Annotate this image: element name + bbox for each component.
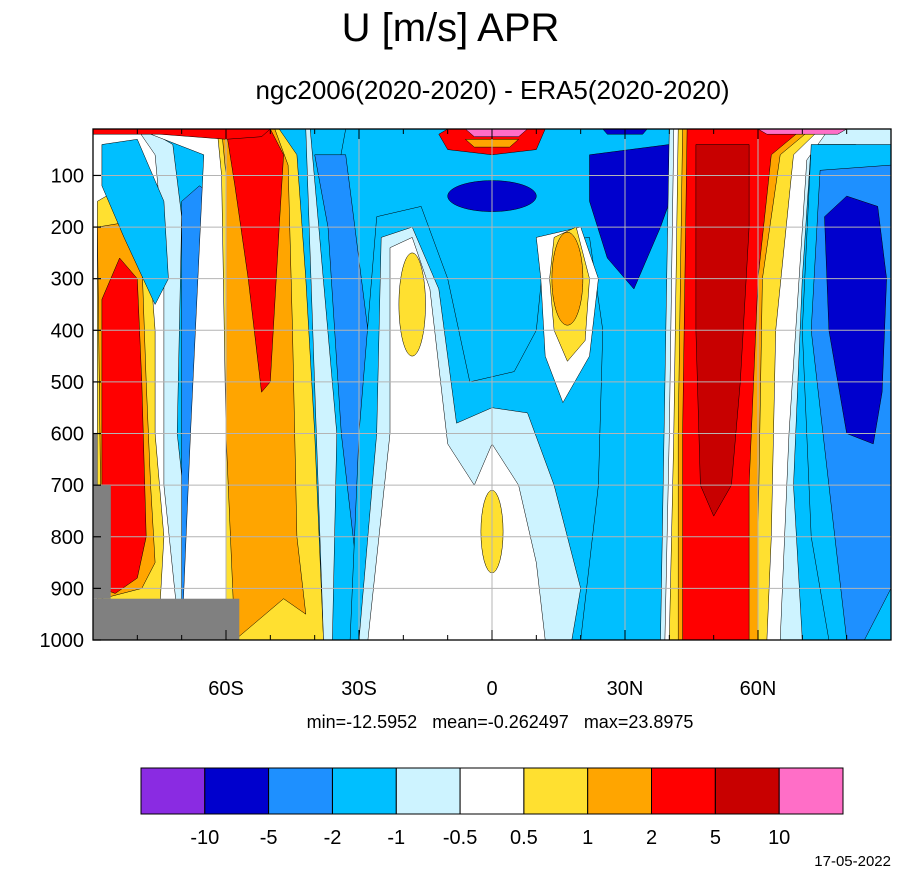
colorbar-swatch <box>332 767 397 815</box>
y-tick-label: 100 <box>51 165 84 187</box>
x-tick-label: 30N <box>607 678 644 700</box>
x-axis: 60S 30S 0 30N 60N <box>136 129 848 700</box>
colorbar-swatch <box>587 767 653 815</box>
colorbar-swatch <box>714 767 780 815</box>
colorbar-label: -2 <box>324 827 342 849</box>
colorbar-label: -0.5 <box>443 827 477 849</box>
date-stamp: 17-05-2022 <box>814 853 891 870</box>
stat-max: max=23.8975 <box>583 712 694 732</box>
colorbar-label: 0.5 <box>510 827 538 849</box>
x-tick-label: 30S <box>341 678 377 700</box>
colorbar-swatch <box>778 767 844 815</box>
colorbar: -10 -5 -2 -1 -0.5 0.5 1 2 5 10 <box>140 767 844 849</box>
y-tick-label: 600 <box>51 424 84 446</box>
missing-antarctica-edge <box>93 485 111 599</box>
chart-title: U [m/s] APR <box>341 6 560 50</box>
x-tick-label: 60S <box>208 678 244 700</box>
colorbar-label: -10 <box>190 827 219 849</box>
region-sh-cyan <box>101 139 169 306</box>
stat-mean: mean=-0.262497 <box>432 712 569 732</box>
colorbar-swatch <box>395 767 461 815</box>
colorbar-label: -5 <box>260 827 278 849</box>
y-tick-label: 500 <box>51 372 84 394</box>
y-tick-label: 900 <box>51 578 84 600</box>
colorbar-label: -1 <box>387 827 405 849</box>
colorbar-label: 10 <box>768 827 790 849</box>
y-tick-label: 700 <box>51 475 84 497</box>
colorbar-swatch <box>140 767 206 815</box>
stat-min: min=-12.5952 <box>306 712 418 732</box>
contour-fill-layer <box>93 129 891 640</box>
contour-regions <box>93 129 891 640</box>
colorbar-swatch <box>204 767 270 815</box>
colorbar-label: 2 <box>646 827 657 849</box>
y-tick-label: 1000 <box>40 630 85 652</box>
colorbar-swatch <box>459 767 525 815</box>
y-tick-label: 400 <box>51 320 84 342</box>
colorbar-swatch <box>651 767 716 815</box>
x-tick-label: 0 <box>486 678 497 700</box>
colorbar-label: 1 <box>582 827 593 849</box>
region-sh-trop-yellow <box>398 252 426 357</box>
grid-lines <box>93 129 891 640</box>
chart-subtitle: ngc2006(2020-2020) - ERA5(2020-2020) <box>255 75 730 105</box>
y-tick-label: 300 <box>51 269 84 291</box>
y-axis: 100 200 300 400 500 600 700 800 900 1000 <box>40 165 101 652</box>
y-tick-label: 200 <box>51 217 84 239</box>
y-tick-label: 800 <box>51 527 84 549</box>
colorbar-swatch <box>523 767 589 815</box>
x-tick-label: 60N <box>740 678 777 700</box>
colorbar-label: 5 <box>710 827 721 849</box>
colorbar-swatch <box>268 767 333 815</box>
missing-antarctica <box>93 598 240 640</box>
region-strat-pink <box>465 129 528 137</box>
stats-line: min=-12.5952 mean=-0.262497 max=23.8975 <box>0 710 901 734</box>
missing-data-mask <box>93 433 240 640</box>
